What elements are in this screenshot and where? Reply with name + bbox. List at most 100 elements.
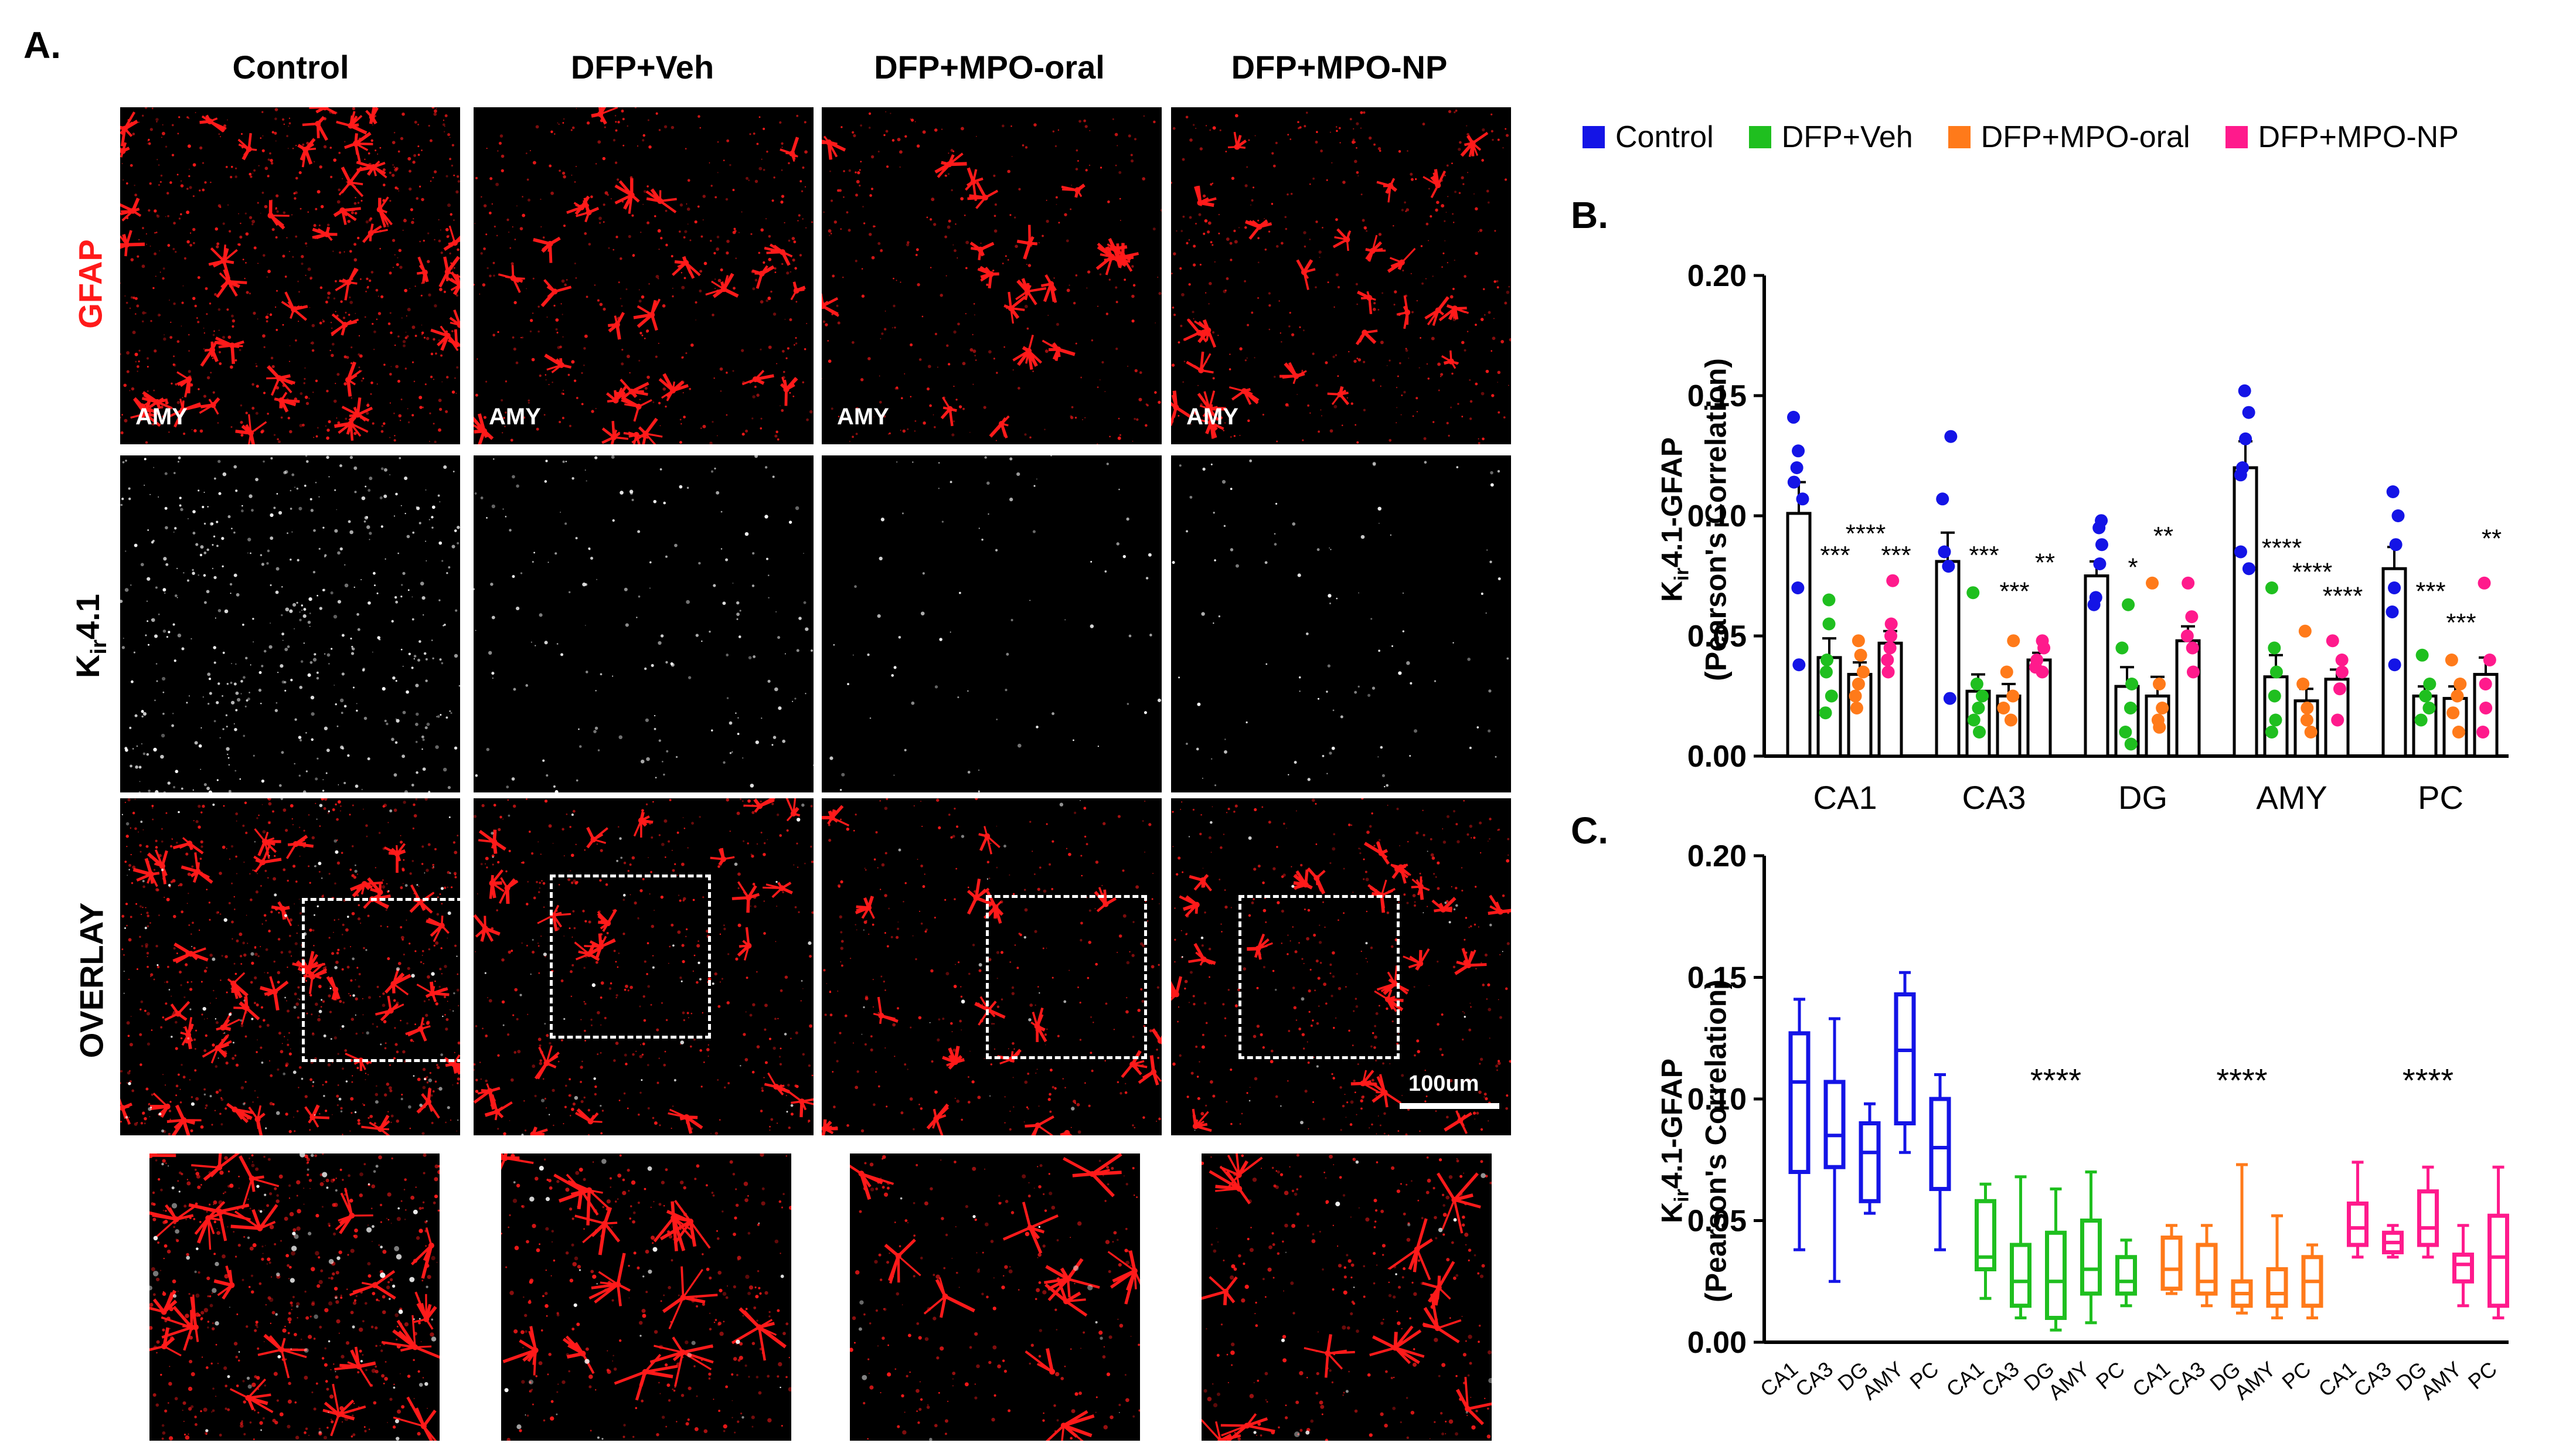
signal-speck xyxy=(1110,1415,1114,1420)
astrocyte-mark xyxy=(790,281,806,301)
signal-speck xyxy=(120,353,121,355)
signal-speck xyxy=(545,460,548,462)
signal-speck xyxy=(396,1119,400,1123)
signal-speck xyxy=(894,1056,896,1057)
signal-speck xyxy=(595,163,597,165)
signal-speck xyxy=(261,665,264,668)
signal-speck xyxy=(690,1012,693,1015)
signal-speck xyxy=(181,647,185,651)
signal-speck xyxy=(315,1382,318,1385)
signal-speck xyxy=(542,1295,545,1298)
signal-speck xyxy=(832,1071,834,1073)
signal-speck xyxy=(452,1084,454,1086)
signal-speck xyxy=(309,928,312,932)
signal-speck xyxy=(996,825,998,827)
signal-speck xyxy=(868,112,872,115)
signal-speck xyxy=(362,808,365,810)
signal-speck xyxy=(391,737,394,741)
signal-speck xyxy=(351,1018,354,1021)
row-label-kir-main: K xyxy=(69,654,106,678)
signal-speck xyxy=(1083,1331,1085,1334)
signal-speck xyxy=(569,1078,571,1081)
gfap-image-dfp-mpo-oral-texture xyxy=(822,111,1162,444)
signal-speck xyxy=(198,489,200,492)
signal-speck xyxy=(160,754,164,759)
signal-speck xyxy=(693,1365,696,1367)
signal-speck xyxy=(950,1022,953,1025)
signal-speck xyxy=(329,1394,334,1399)
astrocyte-mark xyxy=(334,1346,376,1387)
signal-speck xyxy=(313,224,317,227)
signal-speck xyxy=(509,1214,511,1216)
signal-speck xyxy=(545,1197,550,1202)
signal-speck xyxy=(396,1050,399,1053)
signal-speck xyxy=(557,1060,560,1063)
signal-speck xyxy=(1064,1087,1066,1088)
signal-speck xyxy=(608,247,610,249)
signal-speck xyxy=(265,1304,267,1306)
signal-speck xyxy=(154,252,157,256)
signal-speck xyxy=(992,1345,997,1350)
signal-speck xyxy=(446,235,450,239)
signal-speck xyxy=(709,1312,711,1314)
signal-speck xyxy=(425,1013,428,1017)
signal-speck xyxy=(796,842,798,845)
signal-speck xyxy=(452,1010,454,1012)
signal-speck xyxy=(1006,652,1009,656)
signal-speck xyxy=(384,719,387,722)
signal-speck xyxy=(1035,1298,1037,1301)
signal-speck xyxy=(389,271,392,275)
signal-speck xyxy=(132,811,135,815)
signal-speck xyxy=(199,189,201,192)
signal-speck xyxy=(223,1192,224,1195)
signal-speck xyxy=(778,706,782,710)
signal-speck xyxy=(587,1134,590,1135)
signal-speck xyxy=(281,586,283,588)
signal-speck xyxy=(642,139,645,142)
signal-speck xyxy=(986,878,988,880)
signal-speck xyxy=(525,684,529,687)
signal-speck xyxy=(335,383,336,384)
astrocyte-mark xyxy=(530,1126,548,1135)
astrocyte-mark xyxy=(499,877,519,904)
signal-speck xyxy=(211,1411,213,1413)
signal-speck xyxy=(739,1342,743,1346)
signal-speck xyxy=(196,1175,200,1179)
signal-speck xyxy=(563,935,565,937)
signal-speck xyxy=(203,522,206,525)
signal-speck xyxy=(544,641,548,645)
signal-speck xyxy=(803,601,807,604)
signal-speck xyxy=(840,931,843,934)
signal-speck xyxy=(365,485,367,488)
signal-speck xyxy=(190,933,192,935)
signal-speck xyxy=(1028,1018,1032,1022)
signal-speck xyxy=(364,158,366,160)
signal-speck xyxy=(345,1080,348,1083)
signal-speck xyxy=(326,653,331,657)
signal-speck xyxy=(852,1042,855,1044)
signal-speck xyxy=(254,952,258,956)
signal-speck xyxy=(366,835,368,838)
signal-speck xyxy=(227,753,229,756)
signal-speck xyxy=(355,864,356,866)
signal-speck xyxy=(1131,294,1135,298)
signal-speck xyxy=(1139,371,1142,375)
signal-speck xyxy=(165,563,169,566)
signal-speck xyxy=(165,1210,167,1212)
signal-speck xyxy=(840,126,843,128)
signal-speck xyxy=(401,868,405,872)
signal-speck xyxy=(160,1188,163,1192)
signal-speck xyxy=(178,461,179,463)
signal-speck xyxy=(644,667,647,671)
signal-speck xyxy=(929,404,932,407)
signal-speck xyxy=(672,287,673,289)
signal-speck xyxy=(931,1060,934,1063)
signal-speck xyxy=(398,190,400,192)
signal-speck xyxy=(1088,164,1091,166)
signal-speck xyxy=(313,437,315,438)
signal-speck xyxy=(638,595,641,598)
signal-speck xyxy=(673,1078,676,1082)
signal-speck xyxy=(746,976,748,979)
signal-speck xyxy=(638,1113,640,1116)
signal-speck xyxy=(977,1095,981,1100)
